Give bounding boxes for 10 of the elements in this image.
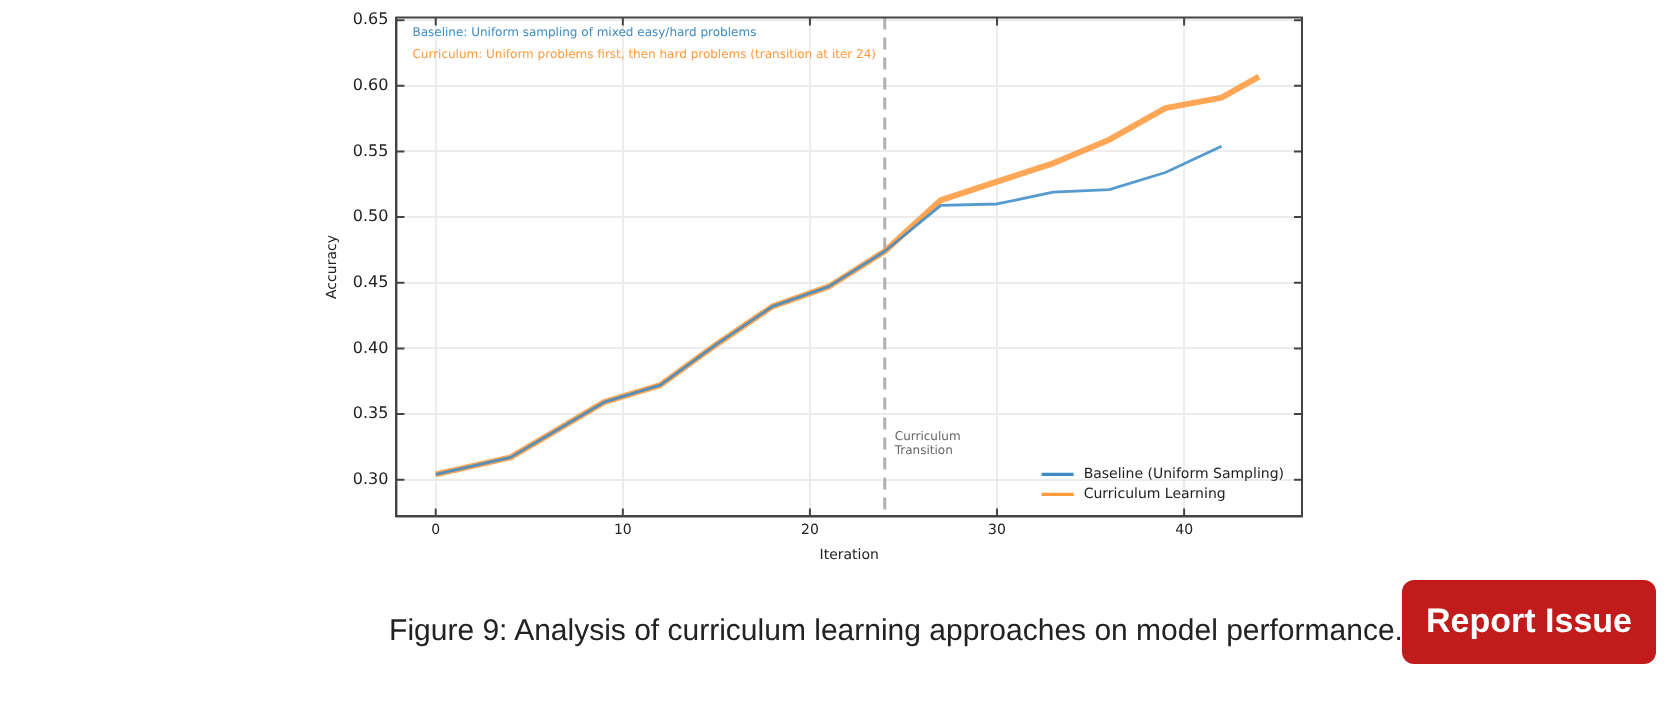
caption: Figure 9: Analysis of curriculum learning approaches on model performance. — [389, 614, 1403, 648]
y-tick-label: 0.30 — [352, 469, 389, 488]
y-tick-label: 0.50 — [352, 207, 389, 226]
y-tick-label: 0.65 — [352, 10, 389, 29]
y-tick-label: 0.55 — [352, 141, 389, 160]
y-tick-label: 0.35 — [352, 404, 389, 423]
report-button: Report Issue — [1402, 580, 1656, 664]
y-tick-label: 0.40 — [352, 338, 389, 357]
y-tick-label: 0.45 — [352, 272, 389, 291]
y-tick-label: 0.60 — [352, 76, 389, 95]
